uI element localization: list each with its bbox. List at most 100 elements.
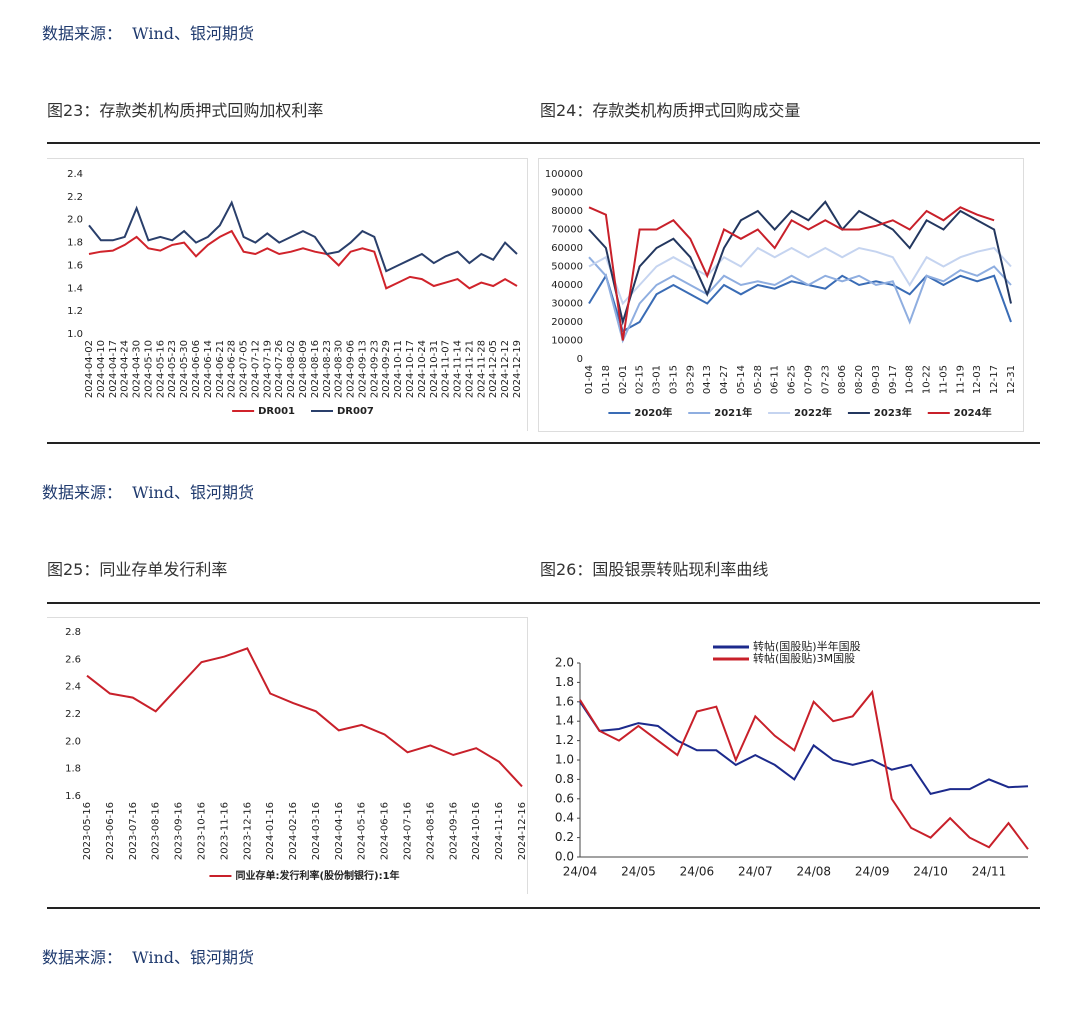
y-tick-label: 2.4: [67, 169, 83, 180]
x-tick-label: 07-09: [803, 365, 814, 394]
figure-caption: 图25：同业存单发行利率: [47, 560, 228, 579]
x-tick-label: 2023-11-16: [219, 802, 230, 860]
x-tick-label: 2023-10-16: [196, 802, 207, 860]
x-tick-label: 2024-05-23: [167, 340, 178, 398]
y-tick-label: 2.0: [67, 215, 83, 226]
y-tick-label: 2.0: [555, 656, 574, 670]
y-tick-label: 90000: [551, 188, 583, 199]
series-line: [588, 200, 1012, 326]
x-tick-label: 01-04: [584, 365, 595, 394]
x-tick-label: 2024-11-21: [464, 340, 475, 398]
x-tick-label: 24/07: [738, 865, 773, 879]
y-tick-label: 1.0: [67, 329, 83, 340]
x-tick-label: 2023-06-16: [105, 802, 116, 860]
x-tick-label: 12-17: [989, 365, 1000, 394]
x-tick-label: 2024-08-16: [425, 802, 436, 860]
y-tick-label: 2.8: [65, 627, 81, 638]
x-tick-label: 12-03: [972, 365, 983, 394]
x-tick-label: 24/04: [563, 865, 598, 879]
series-line: [588, 256, 1012, 344]
x-tick-label: 2024-06-21: [215, 340, 226, 398]
x-tick-label: 02-01: [618, 365, 629, 394]
x-tick-label: 2024-10-16: [471, 802, 482, 860]
source-note: 数据来源： Wind、银河期货: [42, 483, 255, 502]
x-tick-label: 2024-06-14: [203, 340, 214, 398]
y-tick-label: 1.6: [67, 260, 83, 271]
x-tick-label: 2024-09-16: [448, 802, 459, 860]
x-tick-label: 2024-06-06: [191, 340, 202, 398]
series-line: [88, 200, 518, 273]
y-tick-label: 1.8: [67, 238, 83, 249]
x-tick-label: 2024-03-16: [311, 802, 322, 860]
x-tick-label: 2024-08-09: [298, 340, 309, 398]
y-tick-label: 0.4: [555, 811, 574, 825]
y-tick-label: 30000: [551, 299, 583, 310]
y-tick-label: 0.6: [555, 791, 574, 805]
y-tick-label: 1.0: [555, 753, 574, 767]
series-line: [588, 246, 1012, 306]
figure-caption: 图26：国股银票转贴现利率曲线: [540, 560, 769, 579]
x-tick-label: 2024-02-16: [288, 802, 299, 860]
series-line: [579, 689, 1029, 850]
x-tick-label: 24/06: [680, 865, 715, 879]
y-tick-label: 2.6: [65, 654, 81, 665]
x-tick-label: 05-14: [736, 365, 747, 394]
chart: 0 10000 20000 30000 40000 50000 60000 70000 8000…: [538, 158, 1024, 432]
x-tick-label: 2024-12-05: [488, 340, 499, 398]
x-tick-label: 24/10: [913, 865, 948, 879]
y-tick-label: 80000: [551, 206, 583, 217]
x-tick-label: 04-13: [702, 365, 713, 394]
y-tick-label: 0.8: [555, 772, 574, 786]
x-tick-label: 2024-05-16: [155, 340, 166, 398]
source-note: 数据来源： Wind、银河期货: [42, 24, 255, 43]
x-tick-label: 2023-08-16: [151, 802, 162, 860]
x-tick-label: 2024-04-10: [96, 340, 107, 398]
y-tick-label: 1.6: [555, 694, 574, 708]
chart: 1.6 1.8 2.0 2.2 2.4 2.6 2.8 2023-05-16 2023-06-1…: [47, 617, 528, 894]
x-tick-label: 2024-11-28: [476, 340, 487, 398]
series-line: [588, 273, 1012, 333]
legend: 2020年 2021年 2022年 2023年 2024年: [608, 406, 992, 419]
x-tick-label: 2024-09-06: [346, 340, 357, 398]
x-tick-label: 07-23: [820, 365, 831, 394]
x-tick-label: 2024-10-24: [417, 340, 428, 398]
x-tick-label: 2023-09-16: [174, 802, 185, 860]
y-tick-label: 10000: [551, 336, 583, 347]
legend-label: DR001: [258, 406, 295, 417]
y-tick-label: 100000: [545, 169, 583, 180]
x-tick-label: 2024-10-31: [429, 340, 440, 398]
x-tick-label: 2024-06-28: [227, 340, 238, 398]
y-tick-label: 1.4: [555, 714, 574, 728]
x-tick-label: 2024-01-16: [265, 802, 276, 860]
y-tick-label: 50000: [551, 262, 583, 273]
x-tick-label: 11-05: [938, 365, 949, 394]
legend-label: 2024年: [954, 406, 992, 419]
legend: DR001 DR007: [232, 406, 374, 417]
x-tick-label: 24/11: [972, 865, 1007, 879]
x-tick-label: 2024-07-16: [403, 802, 414, 860]
x-tick-label: 04-27: [719, 365, 730, 394]
figure-caption: 图23：存款类机构质押式回购加权利率: [47, 101, 324, 120]
x-tick-label: 2024-08-02: [286, 340, 297, 398]
x-tick-label: 2024-10-17: [405, 340, 416, 398]
x-tick-label: 2024-06-16: [380, 802, 391, 860]
x-tick-label: 08-20: [854, 365, 865, 394]
x-tick-label: 2024-11-14: [453, 340, 464, 398]
x-tick-label: 2024-04-17: [108, 340, 119, 398]
x-tick-label: 2024-11-07: [441, 340, 452, 398]
x-tick-label: 2024-09-23: [369, 340, 380, 398]
series-line: [588, 206, 995, 341]
x-tick-label: 2024-05-16: [357, 802, 368, 860]
x-tick-label: 2024-04-16: [334, 802, 345, 860]
x-tick-label: 2023-12-16: [242, 802, 253, 860]
x-tick-label: 2023-05-16: [82, 802, 93, 860]
x-tick-label: 06-25: [787, 365, 798, 394]
x-tick-label: 2024-12-19: [512, 340, 523, 398]
x-tick-label: 2024-07-12: [250, 340, 261, 398]
y-tick-label: 70000: [551, 225, 583, 236]
y-tick-label: 60000: [551, 243, 583, 254]
rule: [47, 442, 1040, 444]
legend-label: 2021年: [714, 406, 752, 419]
x-tick-label: 2024-05-30: [179, 340, 190, 398]
x-tick-label: 03-29: [685, 365, 696, 394]
